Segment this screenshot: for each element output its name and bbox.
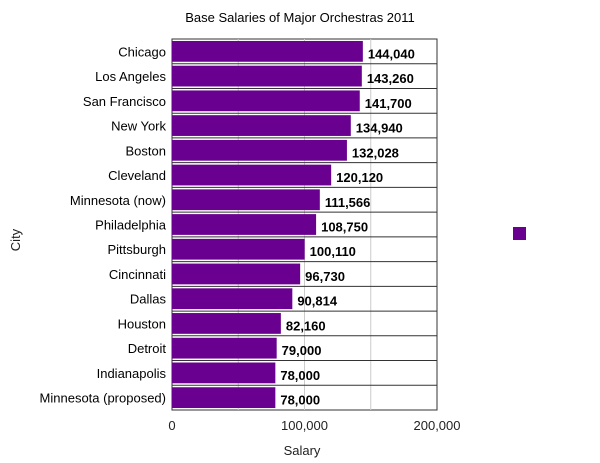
category-label: Minnesota (now) — [70, 193, 166, 208]
data-label: 132,028 — [352, 145, 399, 160]
category-label: Houston — [118, 316, 166, 331]
data-label: 78,000 — [280, 368, 320, 383]
data-label: 144,040 — [368, 46, 415, 61]
x-axis-label: Salary — [284, 443, 321, 458]
data-label: 143,260 — [367, 71, 414, 86]
bar — [172, 238, 305, 260]
y-axis-label: City — [8, 228, 23, 251]
category-label: Philadelphia — [95, 218, 167, 233]
data-label: 96,730 — [305, 269, 345, 284]
data-label: 134,940 — [356, 121, 403, 136]
category-label: San Francisco — [83, 94, 166, 109]
bar — [172, 263, 301, 285]
category-label: Indianapolis — [97, 366, 167, 381]
gridlines — [171, 38, 438, 411]
x-tick-label: 0 — [168, 418, 175, 433]
data-label: 78,000 — [280, 393, 320, 408]
chart-title: Base Salaries of Major Orchestras 2011 — [185, 10, 415, 25]
bar — [172, 40, 363, 62]
bar — [172, 139, 347, 161]
x-tick-labels: 0 100,000 200,000 — [168, 418, 460, 433]
category-label: Chicago — [118, 44, 166, 59]
category-label: Minnesota (proposed) — [40, 391, 166, 406]
category-label: Cleveland — [108, 168, 166, 183]
bar — [172, 362, 276, 384]
bar — [172, 189, 320, 211]
bar — [172, 90, 360, 112]
category-label: Los Angeles — [95, 69, 166, 84]
bar — [172, 387, 276, 409]
bar — [172, 313, 281, 334]
data-label: 90,814 — [297, 294, 338, 309]
bars — [172, 40, 363, 409]
category-label: Cincinnati — [109, 267, 166, 282]
data-label: 100,110 — [310, 244, 356, 259]
data-label: 111,566 — [325, 195, 371, 210]
legend-swatch — [513, 227, 526, 240]
category-label: New York — [111, 119, 166, 134]
bar — [172, 115, 351, 136]
category-label: Boston — [126, 143, 166, 158]
bar — [172, 214, 317, 235]
x-tick-label: 200,000 — [414, 418, 461, 433]
data-label: 82,160 — [286, 318, 326, 333]
bar — [172, 65, 362, 87]
category-labels: Chicago Los Angeles San Francisco New York B… — [40, 44, 167, 405]
category-label: Dallas — [130, 292, 167, 307]
value-labels: 144,040 143,260 141,700 134,940 132,028 120,1… — [280, 46, 415, 407]
bar — [172, 288, 293, 310]
category-label: Detroit — [128, 341, 167, 356]
data-label: 108,750 — [321, 220, 368, 235]
data-label: 141,700 — [365, 96, 412, 111]
bar — [172, 164, 332, 186]
bar — [172, 337, 277, 359]
category-label: Pittsburgh — [107, 242, 166, 257]
x-tick-label: 100,000 — [281, 418, 328, 433]
data-label: 79,000 — [282, 343, 322, 358]
data-label: 120,120 — [336, 170, 383, 185]
